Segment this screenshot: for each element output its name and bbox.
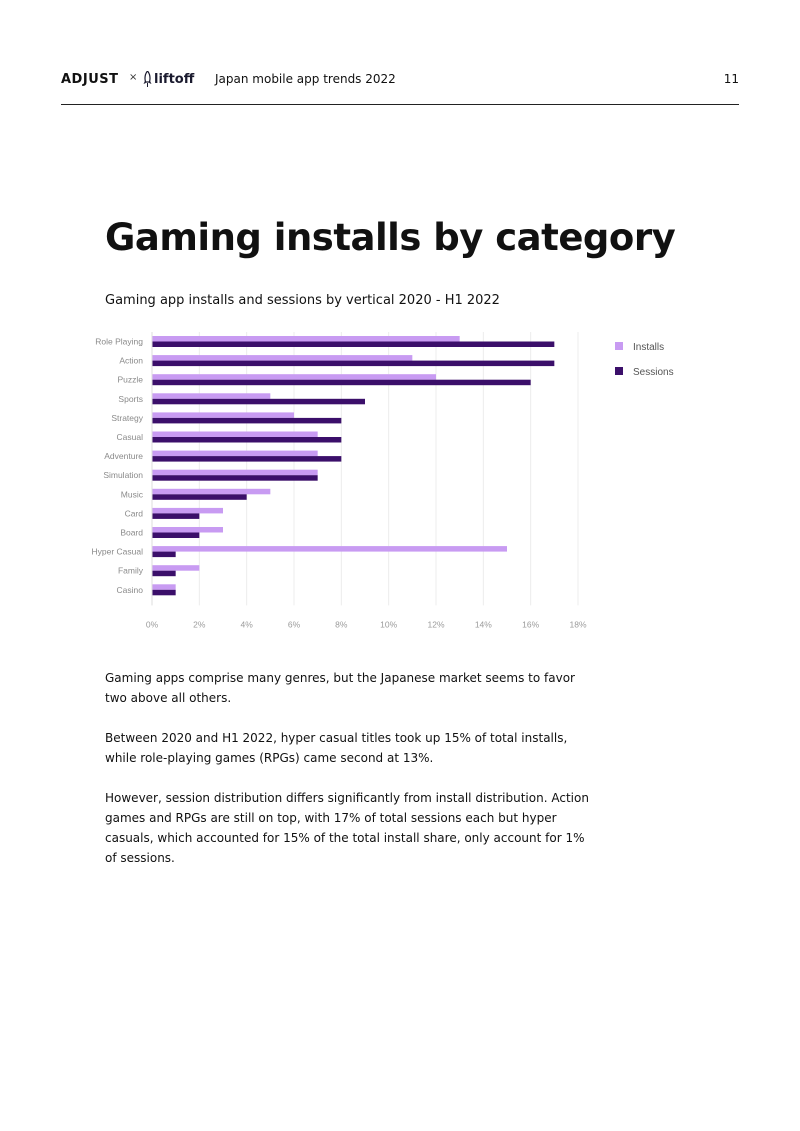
y-category-label: Adventure <box>104 451 143 461</box>
x-tick-label: 6% <box>288 619 301 629</box>
report-title: Japan mobile app trends 2022 <box>215 72 396 86</box>
body-paragraph-1: Gaming apps comprise many genres, but th… <box>105 671 575 705</box>
installs-sessions-chart: 0% 2% 4% 6% 8% 10% 12% 14% 16% 18% Role Playing Act… <box>92 332 674 629</box>
y-category-label: Role Playing <box>95 337 143 347</box>
bar-installs <box>152 507 223 514</box>
bar-sessions <box>152 437 342 443</box>
bar-installs <box>152 431 318 437</box>
page-number: 11 <box>723 72 739 86</box>
y-category-label: Hyper Casual <box>92 547 144 557</box>
bar-installs <box>152 336 460 342</box>
bar-installs <box>152 584 176 590</box>
body-paragraph-3: However, session distribution differs si… <box>105 791 589 865</box>
x-tick-label: 10% <box>380 619 397 629</box>
x-tick-label: 14% <box>475 619 492 629</box>
bar-sessions <box>152 456 342 462</box>
bar-installs <box>152 565 200 571</box>
x-tick-label: 18% <box>569 619 586 629</box>
bar-sessions <box>152 341 555 347</box>
bar-sessions <box>152 589 176 596</box>
page-header: ADJUST × liftoff Japan mobile app trends… <box>61 66 739 105</box>
liftoff-logo: liftoff <box>143 69 194 89</box>
legend-swatch-sessions <box>615 367 623 375</box>
bar-installs <box>152 527 223 533</box>
legend-label-installs: Installs <box>633 342 664 353</box>
x-tick-label: 8% <box>335 619 348 629</box>
liftoff-wordmark: liftoff <box>154 71 195 87</box>
legend-swatch-installs <box>615 342 623 350</box>
x-tick-label: 16% <box>522 619 539 629</box>
y-category-label: Board <box>120 528 143 538</box>
y-category-label: Card <box>125 508 144 518</box>
bar-installs <box>152 412 294 418</box>
bar-installs <box>152 450 318 457</box>
bar-sessions <box>152 398 365 405</box>
y-category-label: Puzzle <box>117 375 143 385</box>
body-paragraph-2: Between 2020 and H1 2022, hyper casual t… <box>105 731 568 765</box>
y-category-label: Action <box>119 356 143 366</box>
bar-sessions <box>152 379 531 386</box>
y-category-label: Music <box>121 489 144 499</box>
y-category-label: Strategy <box>111 413 143 423</box>
y-category-label: Simulation <box>103 470 143 480</box>
bar-sessions <box>152 360 555 367</box>
bar-sessions <box>152 532 200 538</box>
brand-separator: × <box>129 72 138 83</box>
y-category-label: Family <box>118 566 144 576</box>
x-tick-label: 2% <box>193 619 206 629</box>
bar-installs <box>152 488 271 495</box>
bar-sessions <box>152 475 318 481</box>
bar-sessions <box>152 570 176 577</box>
bar-installs <box>152 469 318 476</box>
chart-subtitle: Gaming app installs and sessions by vert… <box>105 293 500 308</box>
bar-sessions <box>152 417 342 424</box>
x-tick-label: 12% <box>427 619 444 629</box>
y-category-label: Sports <box>118 394 143 404</box>
y-category-label: Casino <box>117 585 144 595</box>
bar-sessions <box>152 551 176 558</box>
legend-label-sessions: Sessions <box>633 367 674 378</box>
rocket-icon <box>143 71 152 87</box>
x-tick-label: 0% <box>146 619 159 629</box>
bar-installs <box>152 374 436 380</box>
body-text: Gaming apps comprise many genres, but th… <box>105 668 595 888</box>
bar-installs <box>152 546 507 552</box>
x-tick-label: 4% <box>241 619 254 629</box>
adjust-logo: ADJUST <box>61 72 119 87</box>
bar-sessions <box>152 494 247 500</box>
page-title: Gaming installs by category <box>105 216 676 259</box>
bar-sessions <box>152 513 200 519</box>
bar-installs <box>152 355 413 361</box>
bar-installs <box>152 393 271 399</box>
y-category-label: Casual <box>117 432 144 442</box>
